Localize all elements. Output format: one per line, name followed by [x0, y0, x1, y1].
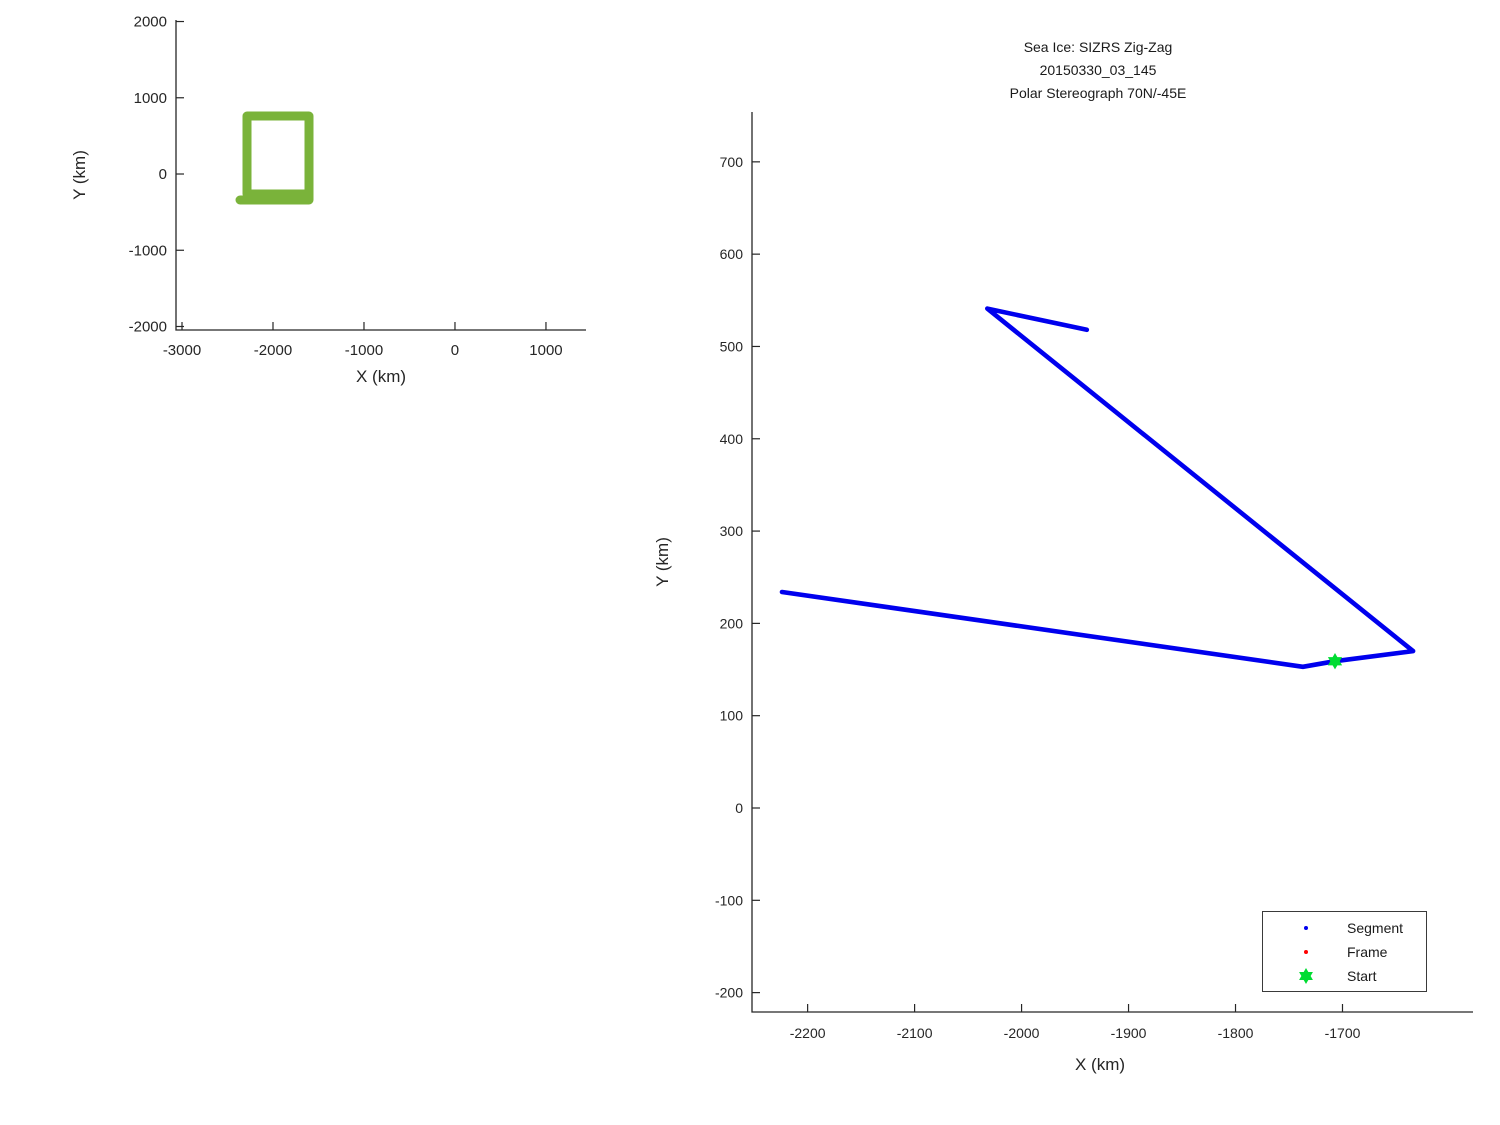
overview-ylabel: Y (km): [70, 150, 89, 200]
trajectory-y-tick-label: 0: [735, 800, 743, 816]
overview-xlabel: X (km): [356, 367, 406, 386]
overview-x-tick-label: -1000: [345, 342, 383, 359]
trajectory-y-tick-label: 700: [720, 154, 744, 170]
overview-x-tick-label: -3000: [163, 342, 201, 359]
trajectory-x-tick-label: -1900: [1111, 1025, 1147, 1041]
trajectory-marker-start: [1327, 653, 1343, 670]
legend-label-start: Start: [1347, 967, 1377, 984]
trajectory-y-tick-label: 100: [720, 708, 744, 724]
trajectory-y-tick-label: -200: [715, 985, 743, 1001]
trajectory-ylabel: Y (km): [653, 537, 672, 587]
overview-axes: [175, 20, 586, 331]
plot-title: Sea Ice: SIZRS Zig-Zag 20150330_03_145 P…: [738, 36, 1458, 105]
trajectory-x-tick-label: -2200: [790, 1025, 826, 1041]
overview-y-tick-label: 2000: [134, 14, 167, 31]
trajectory-axes: [751, 112, 1473, 1013]
legend: Segment Frame Start: [1262, 911, 1427, 992]
overview-y-tick-label: 0: [159, 166, 167, 183]
frame-dot-icon: [1293, 949, 1319, 954]
overview-x-tick-label: -2000: [254, 342, 292, 359]
plot-title-line-1: Sea Ice: SIZRS Zig-Zag: [1023, 39, 1173, 55]
plot-title-line-3: Polar Stereograph 70N/-45E: [1009, 85, 1187, 101]
start-hexagram-icon: [1293, 967, 1319, 985]
trajectory-x-tick-label: -2100: [897, 1025, 933, 1041]
overview-y-tick-label: -2000: [129, 318, 167, 335]
overview-y-tick-label: 1000: [134, 90, 167, 107]
overview-y-tick-label: -1000: [129, 242, 167, 259]
overview-x-tick-label: 1000: [529, 342, 562, 359]
trajectory-x-tick-label: -2000: [1004, 1025, 1040, 1041]
trajectory-series-segment: [779, 306, 1416, 670]
legend-row-frame: Frame: [1263, 940, 1426, 964]
trajectory-y-tick-label: 500: [720, 338, 744, 354]
trajectory-x-tick-label: -1700: [1325, 1025, 1361, 1041]
legend-label-segment: Segment: [1347, 919, 1404, 936]
trajectory-x-tick-label: -1800: [1218, 1025, 1254, 1041]
trajectory-y-tick-label: 200: [720, 615, 744, 631]
legend-label-frame: Frame: [1347, 943, 1388, 960]
trajectory-xlabel: X (km): [1075, 1055, 1125, 1074]
trajectory-y-tick-label: 600: [720, 246, 744, 262]
legend-row-start: Start: [1263, 964, 1426, 988]
trajectory-y-tick-label: 300: [720, 523, 744, 539]
trajectory-y-tick-label: 400: [720, 431, 744, 447]
overview-series-survey-box-outline: [235, 111, 314, 205]
legend-row-segment: Segment: [1263, 916, 1426, 940]
segment-dot-icon: [1293, 925, 1319, 930]
trajectory-y-tick-label: -100: [715, 892, 743, 908]
overview-x-tick-label: 0: [451, 342, 459, 359]
plot-title-line-2: 20150330_03_145: [1039, 62, 1157, 78]
